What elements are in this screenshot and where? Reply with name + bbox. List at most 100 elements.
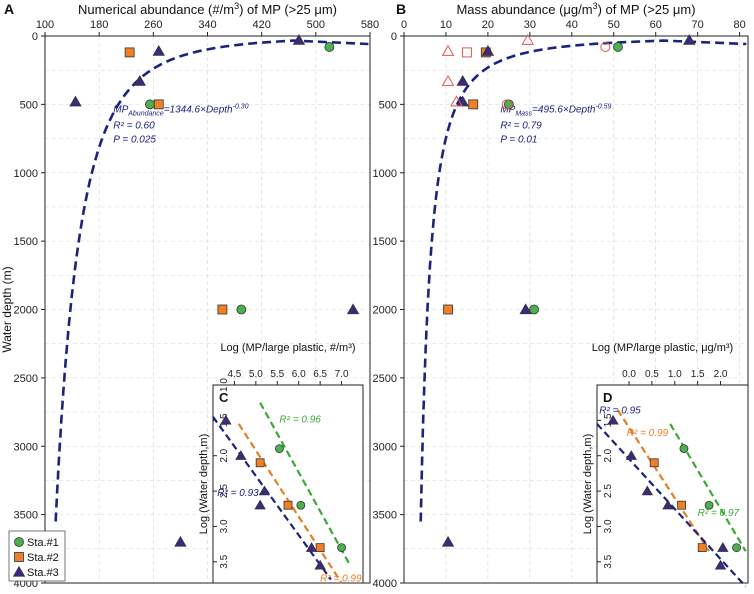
panel-letter: A: [4, 1, 14, 17]
data-point: [468, 99, 479, 110]
legend-marker: [12, 565, 26, 577]
x-tick-label: 420: [252, 19, 270, 31]
inset-data-point: [275, 444, 284, 454]
y-tick-label: 500: [20, 99, 38, 111]
x-tick-label: 0: [401, 19, 407, 31]
x-tick-label: 40: [566, 19, 578, 31]
inset-data-point: [607, 414, 619, 425]
eq-sub: Abundance: [127, 111, 164, 118]
inset-x-tick-label: 1.0: [668, 369, 682, 380]
data-point: [443, 304, 453, 315]
legend-marker: [14, 552, 24, 562]
inset-data-point: [283, 500, 293, 510]
inset-C: Log (MP/large plastic, #/m³) 4.5 5.0 5.5 6.0…: [198, 342, 364, 585]
inset-y-tick-label: 2.5: [603, 484, 614, 498]
title-sup: 3: [234, 1, 239, 11]
inset-data-point: [314, 559, 326, 570]
data-point: [346, 303, 360, 315]
title-tail: ) of MP (>25 μm): [598, 2, 696, 17]
x-tick-label: 50: [608, 19, 620, 31]
inset-data-point: [732, 543, 741, 553]
inset-y-tick-label: 3.5: [219, 554, 230, 568]
inset-data-point: [714, 559, 727, 570]
inset-data-point: [258, 485, 271, 496]
x-tick-label: 180: [90, 19, 108, 31]
eq-sup: -0.59: [595, 104, 611, 111]
fit-equation: MPMass=495.6×Depth-0.59: [500, 104, 611, 118]
inset-r2: R² = 0.99: [627, 428, 669, 439]
inset-y-tick-label: 1.0: [219, 378, 230, 392]
x-tick-label: 500: [307, 19, 325, 31]
fit-equation: MPAbundance=1344.6×Depth-0.30: [113, 104, 248, 118]
inset-x-tick-label: 7.0: [335, 369, 349, 380]
data-point: [461, 47, 472, 58]
eq-sup: -0.30: [233, 104, 249, 111]
inset-y-tick-label: 2.0: [603, 448, 614, 462]
eq-sub: Mass: [515, 111, 532, 118]
x-tick-label: 340: [198, 19, 216, 31]
legend-marker: [14, 537, 24, 547]
legend: Sta.#1 Sta.#2 Sta.#3: [8, 530, 66, 582]
inset-data-point: [305, 542, 318, 552]
inset-x-tick-label: 5.0: [249, 369, 263, 380]
data-point: [450, 95, 463, 107]
inset-y-tick-label: 3.5: [603, 554, 614, 568]
panel-title: Numerical abundance (#/m3) of MP (>25 μm…: [78, 1, 337, 17]
inset-x-tick-label: 6.5: [313, 369, 327, 380]
inset-y-label: Log (Water depth,m): [582, 434, 594, 534]
data-point: [600, 41, 611, 52]
y-tick-label: 0: [391, 31, 397, 43]
inset-data-point: [625, 450, 638, 460]
inset-x-tick-label: 6.0: [292, 369, 306, 380]
y-tick-label: 4000: [373, 578, 397, 590]
y-tick-label: 2500: [373, 373, 397, 385]
data-point: [152, 44, 165, 56]
data-point: [481, 44, 495, 56]
eq-lhs: MP: [500, 105, 515, 116]
data-point: [503, 99, 514, 110]
y-tick-label: 2000: [14, 305, 38, 317]
y-tick-label: 0: [32, 31, 38, 43]
inset-r2: R² = 0.99: [320, 574, 362, 585]
x-tick-label: 580: [361, 19, 379, 31]
panel-A: 100 180 260 340 420 500 580 0 500 1000 1500 2000 250…: [0, 1, 379, 590]
y-tick-label: 1000: [14, 168, 38, 180]
y-tick-label: 2000: [373, 305, 397, 317]
x-tick-label: 100: [36, 19, 54, 31]
data-point: [153, 99, 164, 110]
data-point: [501, 99, 512, 110]
inset-fit-line: [259, 402, 352, 566]
inset-y-tick-label: 1.5: [603, 413, 614, 427]
data-point: [324, 42, 335, 52]
inset-data-point: [717, 542, 729, 552]
y-tick-label: 1500: [14, 236, 38, 248]
legend-label: Sta.#3: [27, 567, 59, 579]
x-tick-label: 10: [440, 19, 452, 31]
data-point: [456, 75, 469, 86]
fit-p: P = 0.01: [500, 135, 537, 146]
inset-data-point: [697, 543, 707, 553]
inset-x-label: Log (MP/large plastic, μg/m³): [592, 342, 733, 354]
fit-r2: R² = 0.79: [500, 121, 542, 132]
inset-x-tick-label: 0.0: [622, 369, 636, 380]
inset-r2: R² = 0.93: [217, 488, 259, 499]
data-point: [236, 304, 247, 315]
inset-fit-line: [596, 423, 747, 588]
y-tick-label: 1000: [373, 168, 397, 180]
inset-fit-line: [616, 409, 711, 552]
fit-curve: [54, 39, 369, 522]
inset-x-tick-label: 2.0: [714, 369, 728, 380]
inset-r2: R² = 0.96: [279, 414, 321, 425]
data-point: [69, 95, 82, 107]
title-main: Numerical abundance (#/m: [78, 2, 234, 17]
data-point: [174, 535, 187, 547]
y-tick-label: 2500: [14, 373, 38, 385]
inset-letter: C: [219, 390, 229, 405]
data-point: [441, 74, 455, 86]
inset-y-tick-label: 2.5: [219, 484, 230, 498]
fit-p: P = 0.025: [113, 135, 156, 146]
inset-data-point: [662, 499, 674, 510]
data-point: [441, 44, 455, 56]
inset-D: Log (MP/large plastic, μg/m³) 0.0 0.5 1.0 1.…: [582, 342, 749, 588]
